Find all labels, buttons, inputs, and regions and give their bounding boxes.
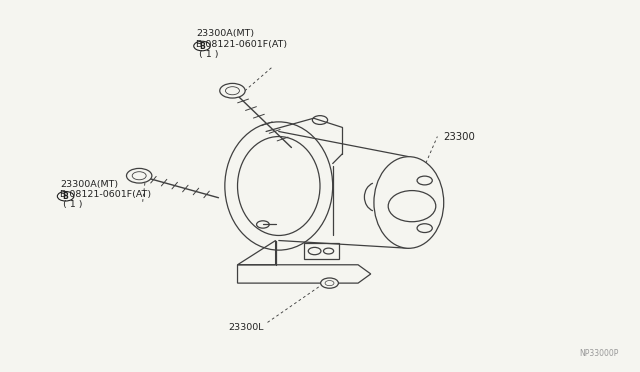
Text: B: B: [63, 192, 68, 201]
Text: NP33000P: NP33000P: [579, 349, 618, 358]
Text: 23300A(MT): 23300A(MT): [196, 29, 255, 38]
Circle shape: [127, 169, 152, 183]
Circle shape: [321, 278, 339, 288]
Text: B 08121-0601F(AT): B 08121-0601F(AT): [60, 190, 151, 199]
Text: B: B: [199, 42, 205, 51]
Text: B 08121-0601F(AT): B 08121-0601F(AT): [196, 39, 287, 49]
Text: 23300L: 23300L: [228, 323, 264, 331]
Text: ( 1 ): ( 1 ): [63, 200, 83, 209]
Text: ( 1 ): ( 1 ): [200, 50, 219, 59]
Circle shape: [220, 83, 245, 98]
Text: 23300: 23300: [444, 132, 476, 141]
Ellipse shape: [388, 190, 436, 222]
Ellipse shape: [374, 157, 444, 248]
Text: 23300A(MT): 23300A(MT): [60, 180, 118, 189]
